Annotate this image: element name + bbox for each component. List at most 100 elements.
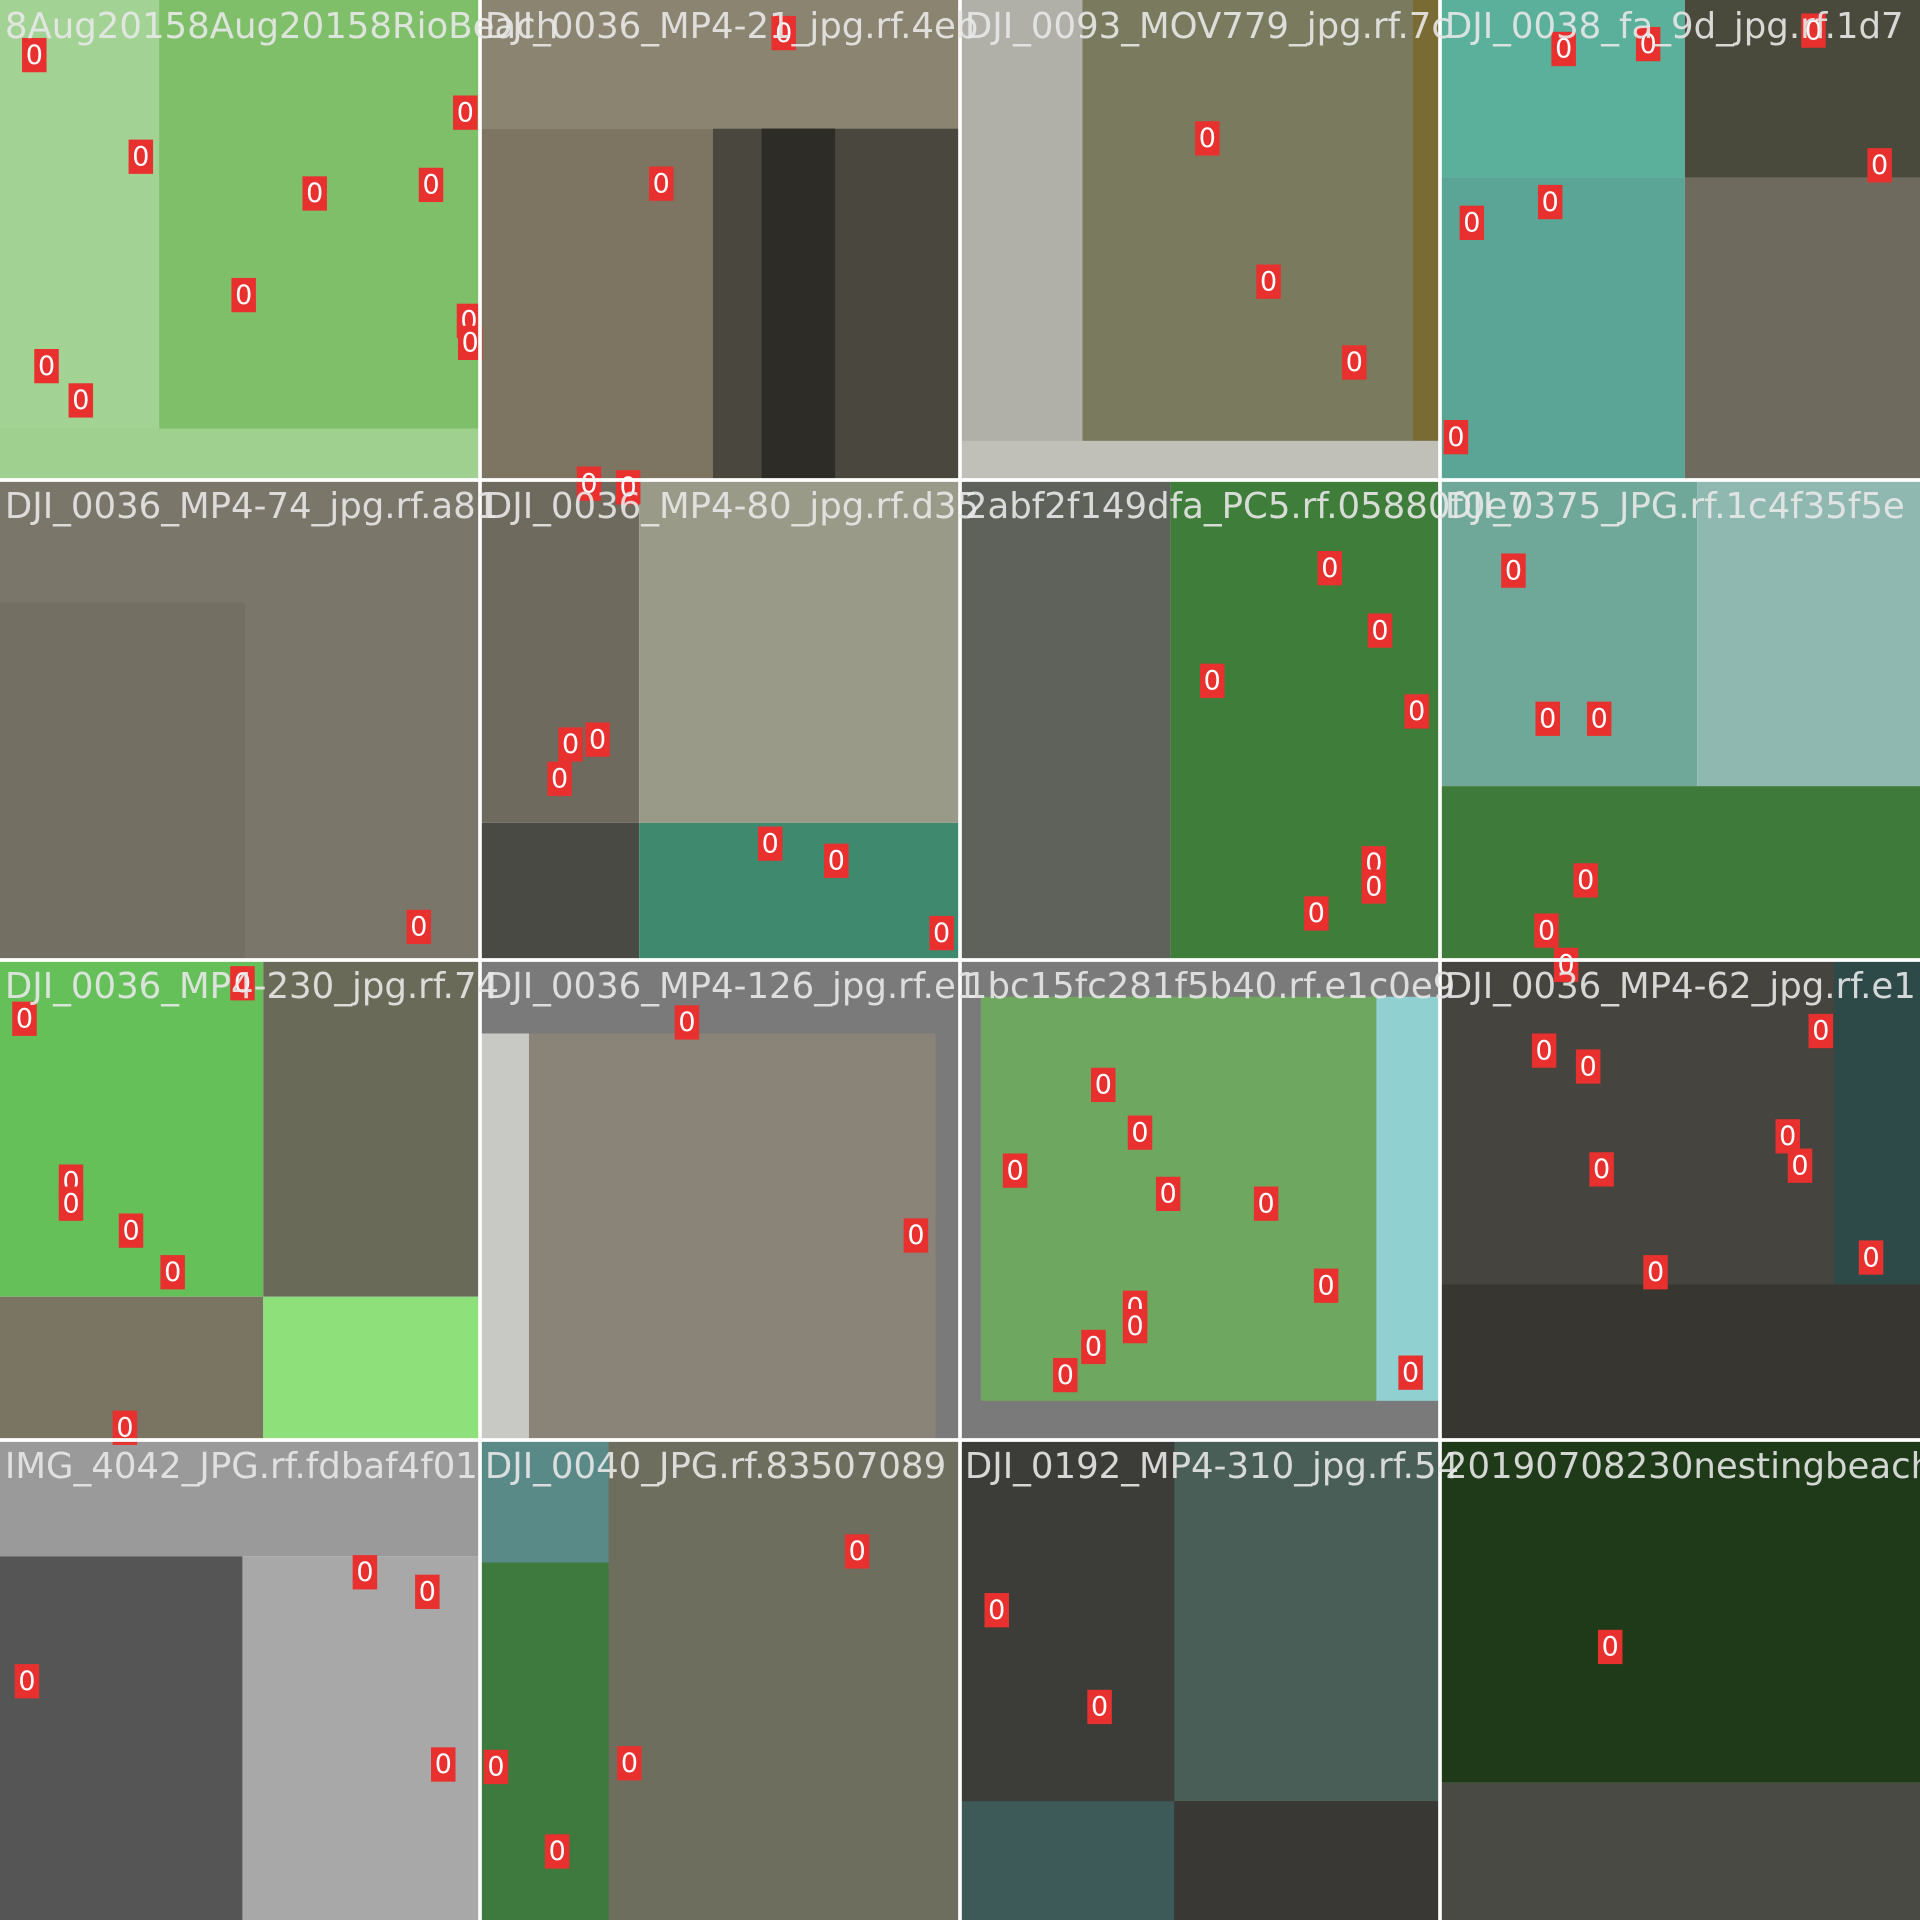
box-label: 0	[828, 846, 845, 877]
filename: DJI_0192_MP4-310_jpg.rf.54	[965, 1446, 1459, 1487]
box-label: 0	[1365, 871, 1382, 902]
image-region	[480, 0, 960, 129]
box-label: 0	[1447, 422, 1464, 453]
label-tag	[14, 1664, 40, 1699]
image-region	[0, 1440, 480, 1557]
label-tag	[771, 15, 796, 51]
image-region	[1697, 480, 1920, 787]
box-label: 0	[1542, 187, 1559, 218]
label-tag	[1002, 1153, 1028, 1188]
label-tag	[418, 167, 444, 203]
image-region	[960, 0, 1083, 480]
image-region	[1174, 1801, 1440, 1920]
label-tag	[844, 1534, 870, 1569]
box-label: 0	[907, 1220, 924, 1251]
label-tag	[1586, 701, 1612, 736]
box-label: 0	[1812, 1016, 1829, 1047]
label-tag	[1531, 1033, 1557, 1068]
image-region	[1440, 480, 1698, 787]
label-tag	[1195, 121, 1220, 156]
label-tag	[1091, 1067, 1116, 1103]
box-label: 0	[1258, 1188, 1275, 1219]
label-tag	[1304, 896, 1329, 931]
image-tile	[960, 1440, 1440, 1920]
label-tag	[1122, 1308, 1148, 1344]
label-tag	[118, 1213, 144, 1248]
image-region	[1440, 1284, 1920, 1440]
label-tag	[415, 1574, 440, 1609]
box-label: 0	[18, 1666, 35, 1697]
label-tag	[1643, 1255, 1668, 1290]
box-label: 0	[1593, 1154, 1610, 1185]
box-label: 0	[1199, 123, 1216, 154]
box-label: 0	[1862, 1242, 1879, 1273]
image-region	[528, 1033, 936, 1440]
label-tag	[1398, 1355, 1423, 1390]
label-tag	[160, 1255, 185, 1290]
box-label: 0	[1555, 34, 1572, 65]
image-region	[1170, 480, 1440, 960]
label-tag	[453, 95, 478, 130]
label-tag	[128, 139, 154, 174]
image-tile	[0, 960, 480, 1440]
image-region	[0, 428, 480, 480]
label-tag	[585, 722, 610, 757]
label-tag	[617, 1746, 642, 1781]
filename: DJI_0040_JPG.rf.83507089	[485, 1446, 946, 1487]
filename: DJI_0036_MP4-230_jpg.rf.74	[5, 966, 499, 1007]
filename: 8Aug20158Aug20158RioBeach	[5, 6, 558, 47]
filename: DJI_0036_MP4-80_jpg.rf.d35	[485, 486, 979, 527]
box-label: 0	[1095, 1070, 1112, 1101]
label-tag	[58, 1186, 84, 1221]
label-tag	[903, 1218, 929, 1253]
box-label: 0	[1127, 1311, 1144, 1342]
image-region	[0, 1556, 243, 1920]
label-tag	[1317, 551, 1343, 586]
image-region	[960, 440, 1440, 480]
label-tag	[302, 176, 327, 211]
box-label: 0	[16, 1004, 33, 1035]
label-tag	[1801, 13, 1826, 48]
label-tag	[1787, 1148, 1813, 1183]
image-tile	[1440, 480, 1920, 960]
label-tag	[1553, 947, 1579, 983]
box-label: 0	[1308, 898, 1325, 929]
image-tile	[960, 0, 1440, 480]
box-label: 0	[122, 1215, 139, 1246]
label-tag	[1313, 1268, 1339, 1303]
box-label: 0	[1346, 347, 1363, 378]
box-label: 0	[1204, 666, 1221, 697]
filename: IMG_4042_JPG.rf.fdbaf4f01	[5, 1446, 478, 1487]
label-tag	[1404, 694, 1429, 729]
box-label: 0	[849, 1536, 866, 1567]
box-label: 0	[435, 1749, 452, 1780]
label-tag	[615, 470, 641, 505]
filename: 1bc15fc281f5b40.rf.e1c0e9	[965, 966, 1455, 1007]
label-tag	[22, 37, 47, 73]
label-tag	[1597, 1629, 1623, 1665]
box-label: 0	[1871, 150, 1888, 181]
box-label: 0	[1160, 1179, 1177, 1210]
label-tag	[1053, 1357, 1078, 1393]
box-label: 0	[1318, 1270, 1335, 1301]
box-label: 0	[62, 1188, 79, 1219]
label-tag	[674, 1005, 700, 1040]
box-label: 0	[1791, 1150, 1808, 1181]
box-label: 0	[1558, 950, 1575, 981]
image-region	[1376, 996, 1440, 1401]
box-label: 0	[462, 328, 479, 359]
label-tag	[1501, 553, 1526, 588]
label-tag	[1537, 184, 1563, 220]
label-tag	[406, 909, 432, 945]
filename: DJI_0093_MOV779_jpg.rf.7c	[965, 6, 1451, 47]
box-label: 0	[589, 724, 606, 755]
label-tag	[1589, 1152, 1614, 1187]
image-tile	[1440, 1440, 1920, 1920]
image-region	[1440, 1440, 1920, 1783]
box-label: 0	[1647, 1257, 1664, 1288]
label-tag	[576, 466, 602, 501]
label-tag	[1443, 420, 1469, 455]
label-tag	[1575, 1049, 1601, 1084]
image-region	[1413, 0, 1440, 441]
box-label: 0	[38, 351, 55, 382]
